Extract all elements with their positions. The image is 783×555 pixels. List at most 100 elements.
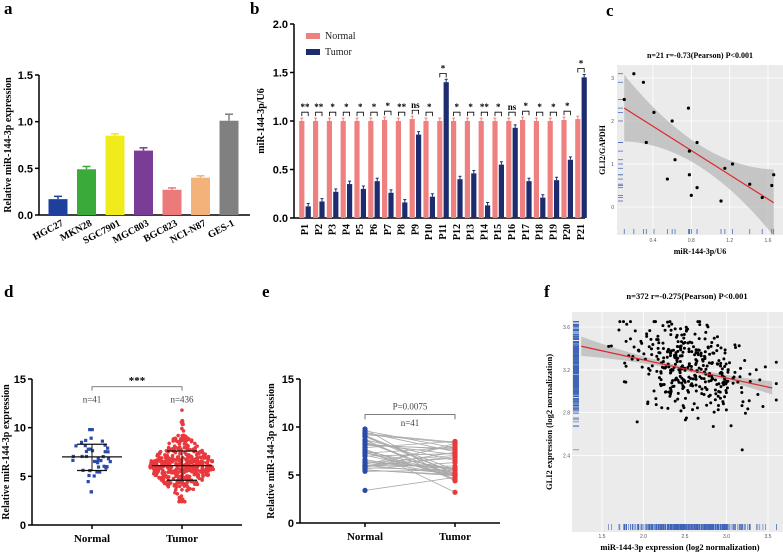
data-point bbox=[724, 362, 728, 366]
data-point bbox=[200, 448, 204, 453]
data-point bbox=[149, 459, 154, 463]
data-point bbox=[677, 380, 681, 384]
bar-normal-P11 bbox=[437, 121, 443, 218]
data-point bbox=[774, 382, 778, 386]
significance-label: ns bbox=[508, 102, 517, 112]
n-label: n=41 bbox=[401, 418, 420, 428]
data-point bbox=[190, 457, 194, 461]
y-tick-label: 15 bbox=[282, 374, 294, 386]
significance-label: * bbox=[386, 101, 391, 111]
data-point bbox=[676, 349, 680, 353]
data-point bbox=[684, 325, 688, 329]
data-point bbox=[710, 340, 714, 344]
data-point bbox=[715, 349, 719, 353]
y-tick-label: 2.8 bbox=[563, 411, 570, 417]
data-point bbox=[632, 72, 636, 76]
bar-normal-P17 bbox=[520, 120, 526, 218]
data-point bbox=[686, 379, 690, 383]
data-point bbox=[86, 447, 90, 451]
data-point bbox=[154, 471, 159, 476]
bar-tumor-P6 bbox=[374, 181, 380, 218]
y-tick-label: 1.0 bbox=[273, 116, 288, 128]
data-point bbox=[705, 323, 709, 327]
x-tick-label: 3.5 bbox=[765, 534, 772, 540]
data-point-normal bbox=[362, 456, 368, 463]
data-point bbox=[723, 166, 727, 170]
bar-tumor-P16 bbox=[512, 127, 518, 218]
data-point bbox=[703, 385, 707, 389]
data-point bbox=[652, 389, 656, 393]
bar-tumor-P14 bbox=[485, 205, 491, 218]
data-point-tumor bbox=[452, 459, 458, 466]
data-point bbox=[173, 490, 177, 495]
data-point bbox=[158, 449, 163, 454]
data-point bbox=[715, 382, 719, 386]
data-point bbox=[712, 336, 716, 340]
data-point bbox=[171, 438, 176, 443]
data-point bbox=[673, 158, 677, 162]
data-point bbox=[682, 406, 686, 410]
data-point bbox=[705, 403, 709, 407]
bar-GES-1 bbox=[219, 120, 239, 215]
data-point bbox=[148, 465, 153, 470]
data-point bbox=[701, 364, 705, 368]
x-tick-label: 0.8 bbox=[688, 238, 695, 244]
data-point bbox=[705, 364, 709, 368]
bar-normal-P6 bbox=[368, 121, 374, 218]
y-tick-label: 3 bbox=[611, 76, 614, 82]
data-point bbox=[625, 322, 629, 326]
data-point bbox=[88, 428, 92, 432]
y-tick-label: 0.5 bbox=[273, 165, 288, 177]
bar-tumor-P1 bbox=[305, 206, 311, 218]
x-tick-label: P15 bbox=[493, 224, 504, 240]
pair-line bbox=[364, 442, 456, 468]
panel-label-f: f bbox=[544, 282, 550, 301]
significance-label: * bbox=[565, 101, 570, 111]
data-point bbox=[716, 362, 720, 366]
data-point bbox=[193, 469, 198, 474]
data-point bbox=[174, 482, 179, 486]
bar-normal-P3 bbox=[326, 121, 332, 218]
data-point bbox=[103, 450, 107, 454]
data-point bbox=[694, 374, 698, 378]
x-tick-label: Tumor bbox=[439, 531, 471, 543]
bar-normal-P20 bbox=[561, 120, 567, 218]
pair-line bbox=[364, 434, 456, 444]
y-tick-label: 2 bbox=[611, 119, 614, 125]
data-point bbox=[87, 473, 91, 478]
y-tick-label: 5 bbox=[20, 471, 26, 483]
data-point bbox=[695, 359, 699, 363]
data-point bbox=[687, 173, 692, 177]
data-point bbox=[734, 346, 738, 350]
data-point bbox=[661, 341, 665, 345]
data-point bbox=[161, 472, 165, 477]
bar-tumor-P11 bbox=[443, 82, 449, 218]
data-point bbox=[670, 119, 674, 123]
significance-bracket bbox=[563, 110, 571, 116]
data-point bbox=[694, 348, 698, 352]
data-point bbox=[687, 375, 691, 379]
significance-label: * bbox=[468, 102, 473, 112]
y-tick-label: 0.5 bbox=[18, 163, 33, 175]
data-point bbox=[713, 378, 717, 382]
y-axis-label: Relative miR-144-3p expression bbox=[1, 384, 12, 520]
data-point bbox=[710, 361, 714, 365]
data-point bbox=[710, 376, 714, 380]
data-point bbox=[701, 359, 705, 363]
data-point bbox=[709, 401, 713, 405]
data-point bbox=[186, 485, 190, 489]
data-point bbox=[184, 458, 189, 462]
x-axis-label: miR-144-3p expression (log2 normalizatio… bbox=[600, 542, 759, 552]
data-point bbox=[682, 379, 686, 383]
data-point bbox=[774, 360, 778, 364]
x-tick-label: 1.2 bbox=[726, 238, 733, 244]
data-point bbox=[188, 465, 193, 470]
data-point bbox=[684, 396, 688, 400]
data-point bbox=[645, 332, 649, 336]
n-label: n=41 bbox=[83, 394, 102, 404]
y-tick-label: 0.0 bbox=[273, 213, 288, 225]
data-point bbox=[697, 337, 701, 341]
legend-label-normal: Normal bbox=[325, 31, 356, 42]
data-point bbox=[654, 403, 658, 407]
